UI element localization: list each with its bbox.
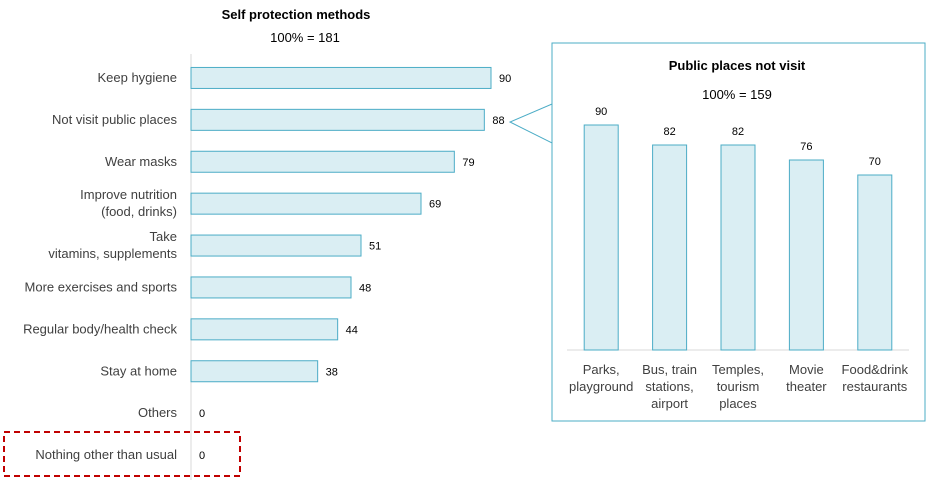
right-category-label: Bus, train stations, airport [642,362,697,411]
right-category-label: Food&drink restaurants [842,362,909,394]
left-bar-value: 44 [346,324,358,336]
left-category-label: Nothing other than usual [35,447,177,462]
left-bar-value: 69 [429,199,441,211]
right-bar-value: 70 [869,156,881,168]
left-bar-value: 0 [199,408,205,420]
right-bar-value: 90 [595,106,607,118]
right-chart-title: Public places not visit [669,58,806,73]
right-bar-chart: 90 Parks, playground 82 Bus, train stations, a… [567,106,909,411]
right-bar [857,174,893,351]
left-bar-value: 0 [199,450,205,462]
right-bar [583,124,619,351]
left-category-label: Take vitamins, supplements [48,229,177,261]
left-bar [190,108,485,131]
left-bar-value: 79 [462,157,474,169]
right-bar-value: 82 [663,126,675,138]
left-category-label: Others [138,405,178,420]
right-category-label: Temples, tourism places [712,362,764,411]
left-bar [190,66,492,89]
left-bar [190,150,455,173]
left-category-label: Stay at home [100,363,177,378]
left-bar-value: 90 [499,73,511,85]
left-category-label: Wear masks [105,154,177,169]
right-category-label: Movie theater [786,362,827,394]
left-category-label: Keep hygiene [97,70,177,85]
left-category-label: More exercises and sports [25,279,178,294]
left-category-label: Not visit public places [52,112,177,127]
left-bar-chart: 90 Keep hygiene 88 Not visit public places 7… [23,54,511,480]
right-bar [788,159,824,351]
left-bar [190,234,362,257]
right-category-label: Parks, playground [569,362,633,394]
left-bar-value: 48 [359,282,371,294]
left-bar [190,318,339,341]
right-chart-subtitle: 100% = 159 [702,87,772,102]
right-bar [652,144,688,351]
left-bar [190,192,422,215]
right-bar [720,144,756,351]
left-chart-title: Self protection methods [222,7,371,22]
right-bar-value: 82 [732,126,744,138]
left-bar [190,360,319,383]
left-category-label: Improve nutrition (food, drinks) [80,187,177,219]
left-bar-value: 51 [369,241,381,253]
left-category-label: Regular body/health check [23,321,177,336]
left-bar-value: 88 [492,115,504,127]
left-bar-value: 38 [326,366,338,378]
left-chart-subtitle: 100% = 181 [270,30,340,45]
left-bar [190,276,352,299]
right-bar-value: 76 [800,141,812,153]
